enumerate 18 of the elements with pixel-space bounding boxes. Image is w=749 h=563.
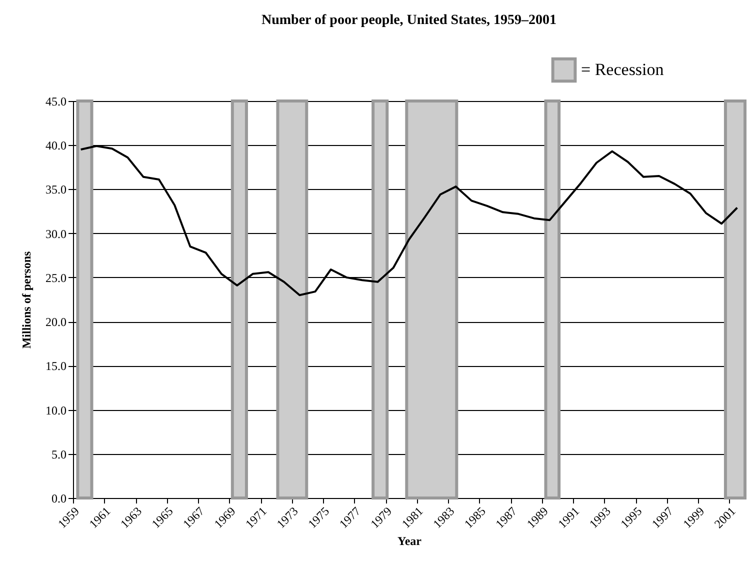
y-tick-label: 20.0 <box>46 315 66 330</box>
y-tick-label: 35.0 <box>46 182 66 197</box>
x-tick-label: 1961 <box>86 504 114 531</box>
legend-label: = Recession <box>581 60 664 79</box>
x-tick-label: 1991 <box>555 504 582 531</box>
y-axis-title: Millions of persons <box>20 251 34 349</box>
y-tick-label: 25.0 <box>46 270 66 285</box>
y-tick-label: 10.0 <box>46 403 66 418</box>
y-tick-label: 5.0 <box>52 447 66 462</box>
chart-title: Number of poor people, United States, 1959–2001 <box>261 13 557 28</box>
y-tick-label: 0.0 <box>52 492 66 506</box>
x-tick-label: 1981 <box>398 504 426 531</box>
y-tick-label: 30.0 <box>46 226 66 241</box>
y-tick-label: 40.0 <box>46 138 66 153</box>
x-axis-title: Year <box>398 534 422 548</box>
y-tick-label: 45.0 <box>46 94 66 108</box>
y-tick-label: 15.0 <box>46 359 66 374</box>
x-tick-label: 1971 <box>242 504 270 531</box>
